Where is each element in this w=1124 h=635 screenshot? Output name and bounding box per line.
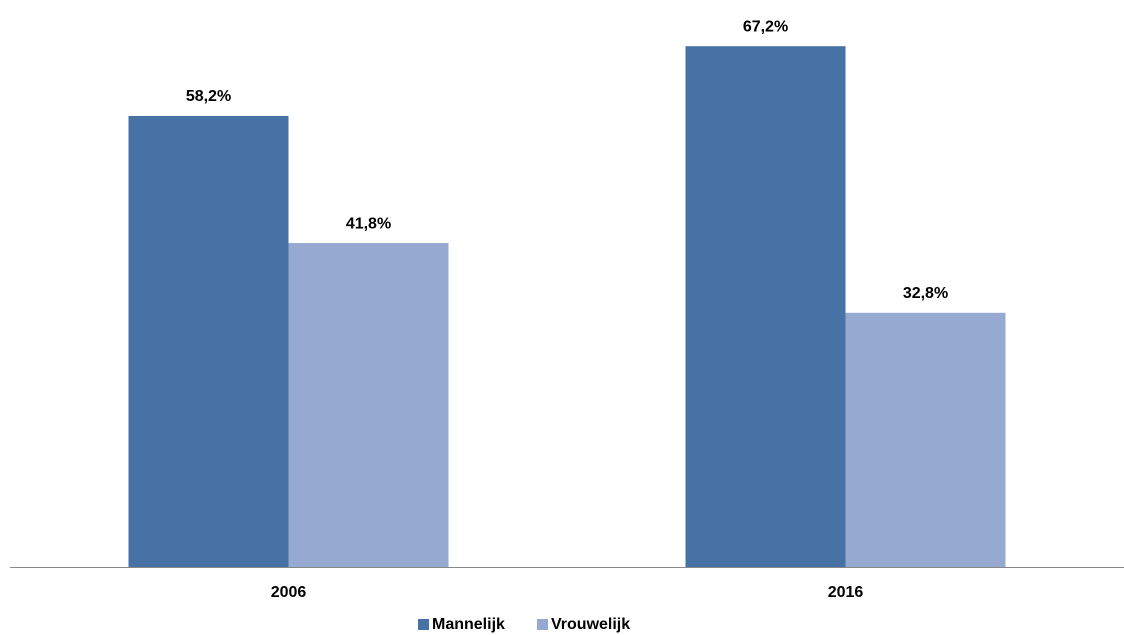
bar [845,312,1006,567]
bar [128,115,289,567]
value-label: 32,8% [903,285,948,302]
bar [288,243,449,568]
legend-label: Mannelijk [432,616,505,633]
value-label: 58,2% [186,88,231,105]
legend-swatch [537,619,548,630]
legend-swatch [418,619,429,630]
x-tick-label: 2006 [271,584,307,601]
x-tick-label: 2016 [828,584,864,601]
bar [685,46,846,567]
value-label: 67,2% [743,18,788,35]
legend-label: Vrouwelijk [551,616,630,633]
value-label: 41,8% [346,215,391,232]
